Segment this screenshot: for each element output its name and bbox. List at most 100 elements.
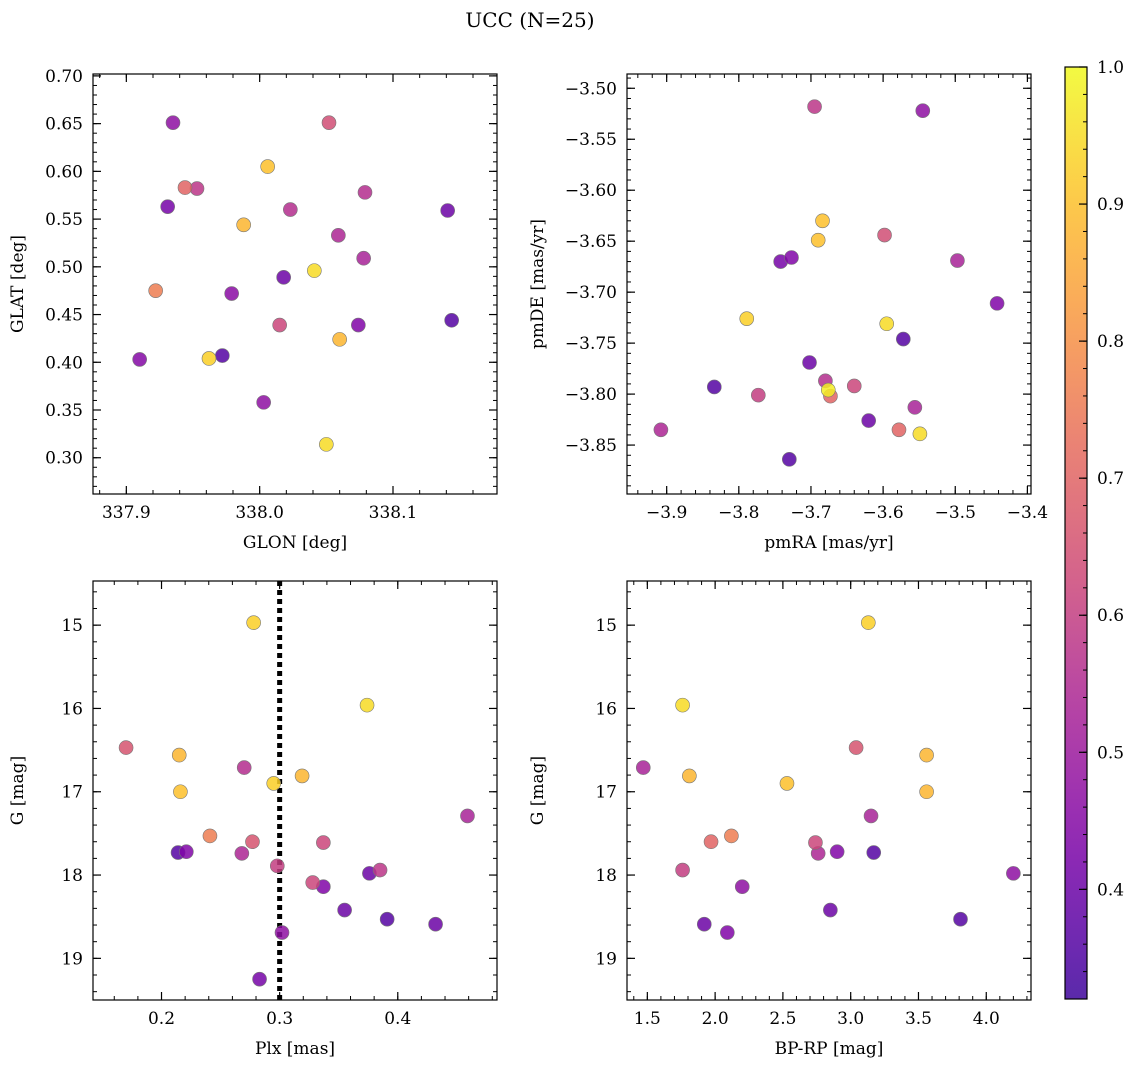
- data-point: [675, 697, 690, 713]
- data-point: [179, 844, 194, 860]
- x-axis-label: BP-RP [mag]: [775, 1039, 884, 1059]
- scatter-panel-4: 1.5 2.0 2.5 3.0 3.5 4.0 15 16 17 18 19 BP-RP [mag] G…: [528, 580, 1032, 1059]
- data-point: [696, 916, 712, 932]
- data-point: [891, 422, 907, 438]
- axes-frame: [92, 73, 498, 495]
- data-point: [861, 615, 876, 630]
- data-point: [245, 834, 260, 850]
- y-tick-label: 0.35: [45, 401, 83, 421]
- x-tick-label: 2.5: [769, 1009, 796, 1029]
- data-point: [784, 250, 799, 265]
- data-point: [321, 115, 337, 130]
- x-tick-label: 1.5: [634, 1009, 661, 1029]
- x-tick-label: −3.5: [935, 503, 976, 523]
- x-axis-label: GLON [deg]: [243, 533, 347, 553]
- data-point: [202, 828, 218, 844]
- data-point: [750, 387, 766, 403]
- colorbar-tick-label: 1.0: [1097, 58, 1124, 78]
- axes-frame: [92, 580, 498, 1001]
- data-point: [915, 103, 931, 118]
- colorbar-tick-label: 0.8: [1097, 332, 1124, 352]
- data-point: [215, 348, 230, 363]
- data-point: [440, 203, 455, 218]
- x-tick-label: 2.0: [702, 1009, 729, 1029]
- data-point: [132, 352, 147, 367]
- scatter-panel-3: 0.2 0.3 0.4 15 16 17 18 19 Plx [mas] G [mag]: [8, 580, 498, 1059]
- data-point: [266, 776, 282, 791]
- data-point: [820, 382, 836, 398]
- colorbar-tick-label: 0.7: [1097, 469, 1124, 489]
- data-point: [236, 760, 252, 775]
- y-tick-label: 19: [595, 949, 617, 969]
- data-point: [808, 835, 823, 850]
- y-axis-label: GLAT [deg]: [8, 235, 28, 333]
- y-tick-label: 17: [595, 783, 617, 803]
- data-point: [720, 925, 735, 940]
- x-tick-label: 4.0: [973, 1009, 1000, 1029]
- x-tick-label: 0.3: [266, 1009, 293, 1029]
- axes-frame: [626, 580, 1032, 1001]
- x-tick-label: −3.8: [718, 503, 759, 523]
- data-point: [171, 747, 187, 763]
- y-tick-label: 0.70: [45, 67, 83, 87]
- data-point: [256, 395, 271, 410]
- data-point: [706, 379, 722, 395]
- data-point: [165, 115, 181, 130]
- data-point: [319, 437, 334, 452]
- colorbar-tick-label: 0.4: [1097, 880, 1124, 900]
- x-tick-label: −3.6: [862, 503, 903, 523]
- data-point: [272, 317, 287, 333]
- data-point: [173, 784, 188, 800]
- y-tick-label: −3.85: [565, 436, 617, 456]
- data-point: [252, 971, 267, 987]
- y-tick-label: −3.75: [565, 334, 617, 354]
- x-tick-label: 0.2: [148, 1009, 175, 1029]
- y-tick-label: 0.40: [45, 353, 83, 373]
- y-tick-label: 16: [595, 699, 617, 719]
- x-tick-label: 338.1: [369, 503, 418, 523]
- data-point: [305, 875, 321, 890]
- x-tick-label: 337.9: [102, 503, 151, 523]
- data-point: [950, 253, 965, 268]
- data-point: [734, 879, 750, 895]
- y-tick-label: 18: [61, 866, 83, 886]
- data-point: [989, 296, 1005, 311]
- y-tick-label: 18: [595, 866, 617, 886]
- axes-frame: [626, 73, 1032, 495]
- data-point: [307, 263, 322, 278]
- data-point: [201, 351, 217, 366]
- data-point: [953, 911, 968, 927]
- data-point: [379, 911, 395, 927]
- data-point: [879, 316, 895, 332]
- data-point: [118, 740, 134, 755]
- y-tick-label: −3.55: [565, 130, 617, 150]
- y-tick-label: 19: [61, 949, 83, 969]
- data-point: [807, 99, 822, 114]
- data-point: [863, 808, 879, 824]
- data-point: [224, 286, 239, 301]
- x-tick-label: −3.7: [790, 503, 831, 523]
- data-point: [907, 400, 923, 415]
- y-axis-label: G [mag]: [528, 756, 548, 825]
- data-point: [1006, 866, 1021, 881]
- data-point: [919, 747, 934, 763]
- y-tick-label: 0.30: [45, 449, 83, 469]
- data-point: [739, 311, 755, 326]
- y-tick-label: 0.45: [45, 306, 83, 326]
- x-tick-label: 0.4: [384, 1009, 411, 1029]
- colorbar-tick-label: 0.5: [1097, 743, 1124, 763]
- figure-title: UCC (N=25): [465, 8, 594, 32]
- colorbar: 0.4 0.5 0.6 0.7 0.8 0.9 1.0: [1064, 58, 1124, 1000]
- data-point: [802, 355, 817, 370]
- data-point: [877, 227, 892, 243]
- data-point: [675, 862, 690, 878]
- data-point: [829, 844, 845, 860]
- colorbar-tick-label: 0.9: [1097, 195, 1124, 215]
- data-point: [177, 180, 193, 195]
- y-tick-label: 16: [61, 699, 83, 719]
- data-point: [269, 858, 285, 874]
- y-tick-label: 15: [595, 616, 617, 636]
- data-point: [896, 331, 911, 347]
- data-point: [682, 768, 697, 784]
